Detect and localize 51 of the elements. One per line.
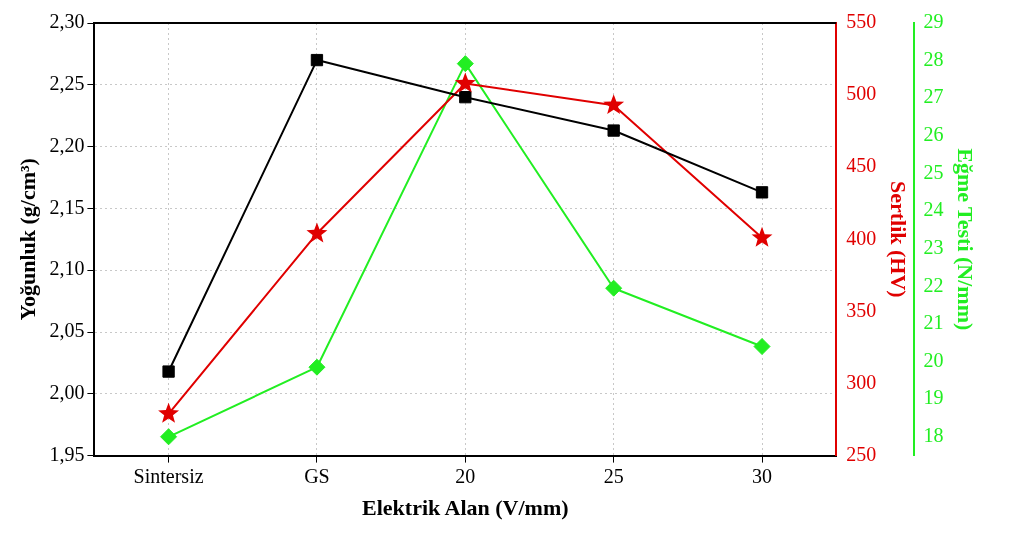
y3-tick-label: 21 [923, 311, 944, 334]
y-tick-label: 1,95 [49, 442, 85, 465]
y3-tick-label: 26 [923, 123, 944, 146]
x-axis-title: Elektrik Alan (V/mm) [362, 495, 569, 521]
y3-tick-label: 28 [923, 47, 944, 70]
point [308, 358, 326, 376]
y3-tick-label: 19 [923, 386, 944, 409]
y2-tick-label: 250 [846, 442, 877, 465]
y2-tick-label: 350 [846, 298, 877, 321]
point [158, 402, 180, 423]
y2-tick-label: 300 [846, 370, 877, 393]
y3-tick-label: 25 [923, 160, 944, 183]
point [755, 186, 769, 199]
y-tick-label: 2,30 [49, 10, 85, 33]
y3-tick-label: 29 [923, 10, 944, 33]
point [751, 226, 773, 247]
y3-tick-label: 18 [923, 424, 944, 447]
point [605, 279, 623, 297]
y2-tick-label: 400 [846, 226, 877, 249]
y-tick-label: 2,15 [49, 195, 85, 218]
point [160, 428, 178, 446]
y-tick-label: 2,05 [49, 319, 85, 342]
point [459, 91, 472, 104]
y-tick-label: 2,20 [49, 133, 85, 156]
y-tick-label: 2,10 [49, 257, 85, 280]
point [310, 53, 324, 67]
y3-axis-title: Eğme Testi (N/mm) [953, 148, 979, 331]
point [603, 94, 625, 115]
x-tick-label: Sintersiz [133, 464, 204, 487]
y3-tick-label: 27 [923, 85, 944, 108]
point [607, 124, 620, 137]
x-tick-label: 20 [455, 464, 476, 487]
y3-tick-label: 22 [923, 273, 944, 296]
y-axis-title: Yoğunluk (g/cm³) [14, 158, 40, 321]
point [753, 338, 771, 356]
point [306, 222, 328, 243]
point [162, 365, 175, 378]
x-tick-label: 30 [752, 464, 773, 487]
point [454, 72, 476, 93]
y2-tick-label: 450 [846, 154, 877, 177]
point [456, 55, 474, 73]
y3-tick-label: 20 [923, 348, 944, 371]
y2-tick-label: 500 [846, 82, 877, 105]
y-tick-label: 2,25 [49, 72, 85, 95]
y3-tick-label: 23 [923, 235, 944, 258]
x-tick-label: GS [304, 464, 330, 487]
x-tick-label: 25 [603, 464, 624, 487]
y2-tick-label: 550 [846, 10, 877, 33]
y3-tick-label: 24 [923, 198, 944, 221]
y2-axis-title: Sertlik (HV) [885, 180, 911, 298]
y-tick-label: 2,00 [49, 381, 85, 404]
